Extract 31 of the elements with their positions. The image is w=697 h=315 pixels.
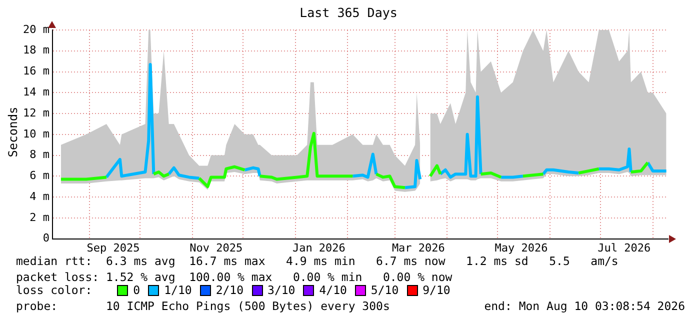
legend-title: loss color: <box>16 283 92 298</box>
y-tick-label: 0 <box>42 232 50 245</box>
chart-title: Last 365 Days <box>298 5 398 20</box>
legend-label: 3/10 <box>268 282 296 298</box>
legend-label: 4/10 <box>319 282 347 298</box>
y-tick-label: 20 m <box>22 22 50 36</box>
y-tick-label: 8 m <box>30 148 50 162</box>
y-tick-label: 16 m <box>22 64 50 78</box>
text: median rtt: 6.3 ms avg 16.7 ms max 4.9 ms min 6.7 ms now 1.2 ms sd 5.5 am/s <box>16 254 618 269</box>
x-tick-label: Jul 2026 <box>598 241 651 254</box>
legend-label: 2/10 <box>216 282 244 298</box>
legend-label: 9/10 <box>422 282 450 298</box>
y-tick-label: 12 m <box>22 106 50 120</box>
y-tick-label: 10 m <box>22 127 50 140</box>
x-tick-label: Sep 2025 <box>86 241 140 254</box>
y-tick-label: 14 m <box>22 86 50 98</box>
legend-label: 5/10 <box>370 282 399 298</box>
x-tick-label: Nov 2025 <box>190 241 243 254</box>
y-tick-label: 4 m <box>30 190 50 203</box>
y-tick-label: 6 m <box>30 169 50 182</box>
legend-label: 1/10 <box>164 283 192 298</box>
y-tick-label: 2 m <box>30 210 50 224</box>
x-tick-label: Mar 2026 <box>392 241 445 254</box>
text: end: Mon Aug 10 03:08:54 2026 <box>484 298 685 314</box>
y-tick-label: 18 m <box>22 44 50 57</box>
text: probe: 10 ICMP Echo Pings (500 Bytes) every 300s <box>16 298 390 314</box>
text: packet loss: 1.52 % avg 100.00 % max 0.00 % min 0.00 % now <box>16 269 452 285</box>
y-axis-title: Seconds <box>6 106 20 160</box>
legend-label: 0 <box>133 282 140 298</box>
x-tick-label: Jan 2026 <box>292 241 346 254</box>
x-tick-label: May 2026 <box>494 241 548 254</box>
